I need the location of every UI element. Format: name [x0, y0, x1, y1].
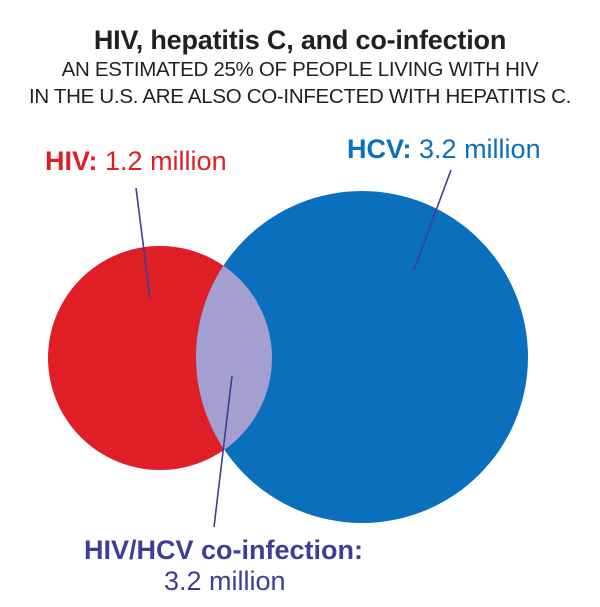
hcv-label-key: HCV:	[347, 134, 412, 164]
chart-subtitle-line-1: AN ESTIMATED 25% OF PEOPLE LIVING WITH H…	[61, 58, 539, 81]
chart-subtitle-line-2: IN THE U.S. ARE ALSO CO-INFECTED WITH HE…	[29, 85, 571, 108]
hiv-label-key: HIV:	[45, 146, 98, 176]
chart-title: HIV, hepatitis C, and co-infection	[93, 25, 507, 55]
hiv-label: HIV: 1.2 million	[45, 148, 227, 175]
hcv-label-value: 3.2 million	[419, 134, 541, 164]
hcv-label: HCV: 3.2 million	[347, 136, 541, 163]
coinfection-label-value: 3.2 million	[164, 566, 286, 596]
hiv-leader-line	[135, 187, 151, 299]
coinfection-label-key: HIV/HCV co-infection:	[84, 535, 364, 565]
hcv-leader-line	[413, 169, 452, 271]
hiv-label-value: 1.2 million	[105, 146, 227, 176]
coinfection-leader-line	[213, 375, 233, 528]
hcv-circle	[196, 191, 528, 523]
